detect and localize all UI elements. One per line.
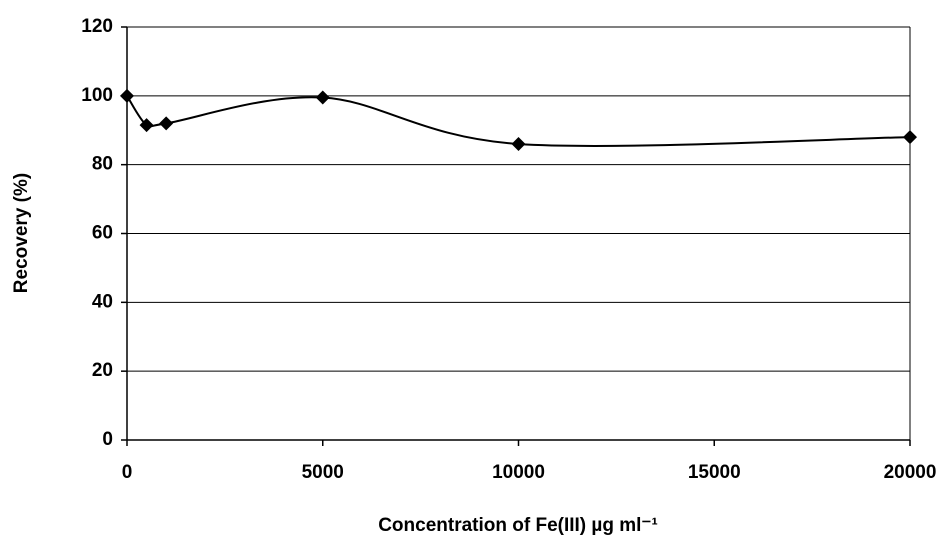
marker <box>120 88 134 103</box>
x-tick-label: 10000 <box>492 462 545 483</box>
y-axis-label: Recovery (%) <box>11 173 32 293</box>
y-tick-label: 120 <box>81 16 113 37</box>
x-axis-label: Concentration of Fe(III) µg ml⁻¹ <box>378 515 658 536</box>
x-tick-label: 15000 <box>688 462 741 483</box>
y-tick-label: 60 <box>92 223 113 244</box>
y-tick-label: 100 <box>81 85 113 106</box>
x-tick-label: 0 <box>122 462 133 483</box>
marker <box>139 118 154 133</box>
marker <box>159 116 174 131</box>
marker <box>511 137 526 152</box>
y-tick-label: 80 <box>92 154 113 175</box>
y-tick-label: 0 <box>102 429 113 450</box>
y-tick-label: 20 <box>92 360 113 381</box>
x-tick-label: 5000 <box>302 462 344 483</box>
marker <box>903 130 917 145</box>
y-tick-label: 40 <box>92 291 113 312</box>
marker <box>315 90 330 105</box>
x-tick-label: 20000 <box>884 462 937 483</box>
